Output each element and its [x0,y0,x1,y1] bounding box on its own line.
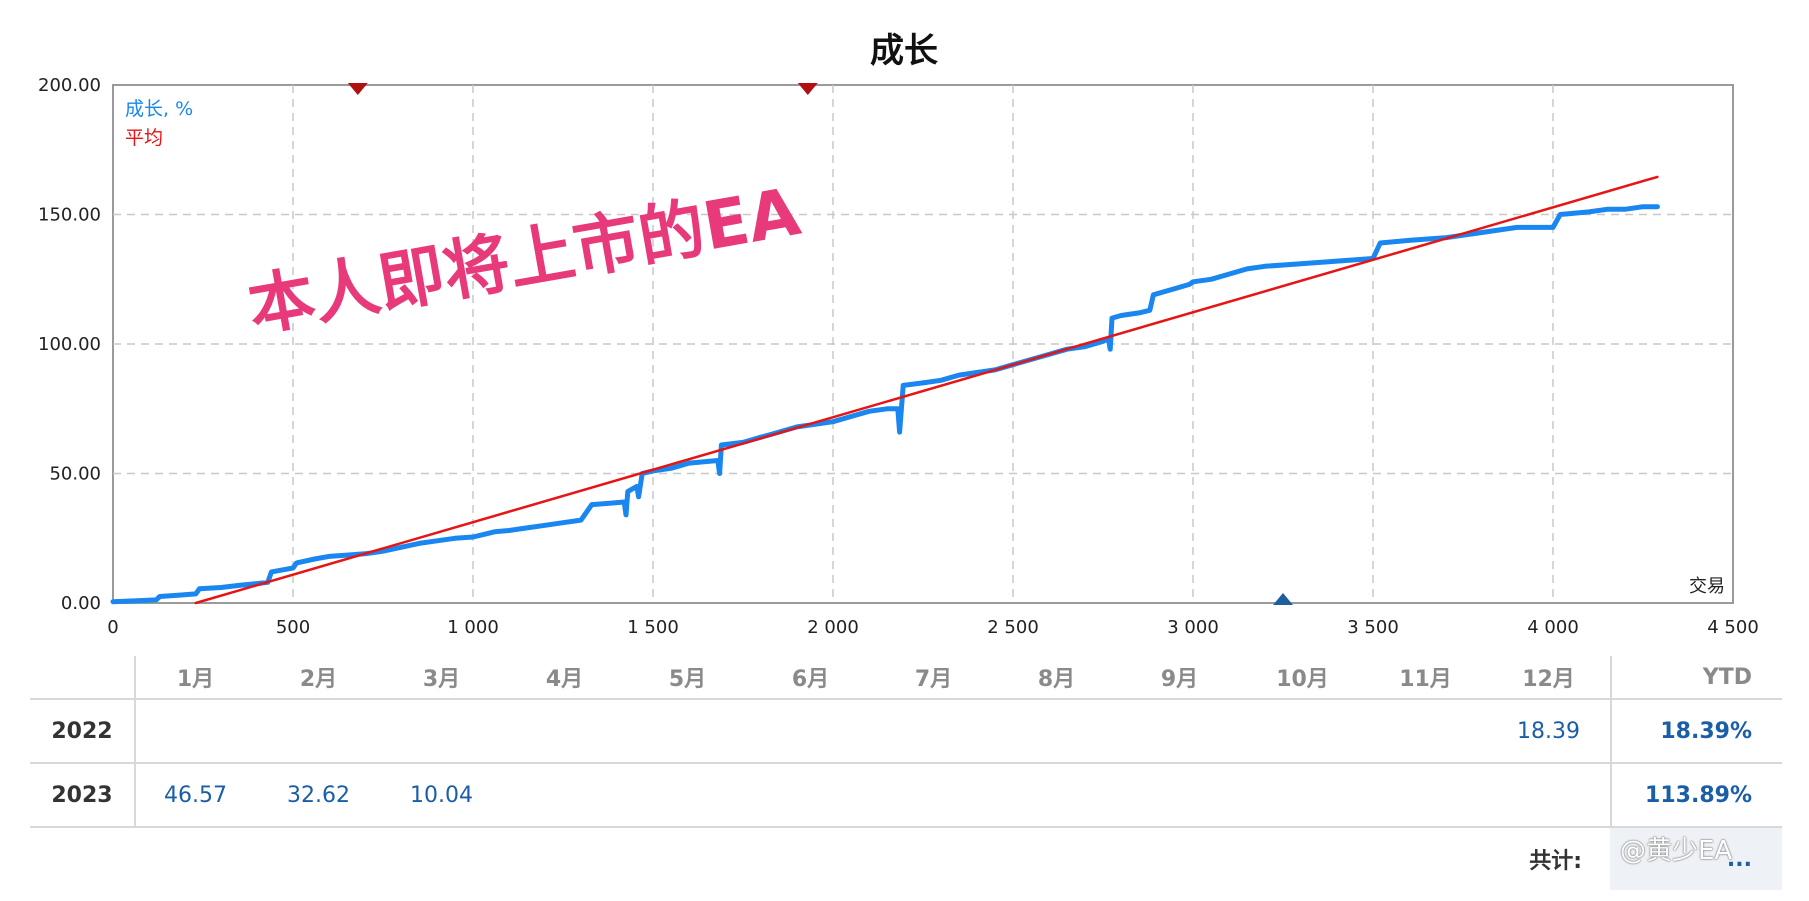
chart-title: 成长 [870,31,938,71]
x-axis-label: 交易 [1689,576,1725,597]
y-tick-label: 150.00 [38,205,101,226]
total-label: 共计: [1529,849,1582,874]
marker-triangle-down [347,83,368,95]
marker-triangle-down [797,83,818,95]
year-label: 2023 [51,782,113,808]
monthly-returns-table: 1月 2月 3月 4月 5月 6月 7月 8月 9月 10月 11月 12月 YTD 2022 18.39… [30,656,1782,890]
x-tick-label: 500 [276,617,310,638]
credit-watermark: @黄少EA [1620,836,1733,866]
x-tick-label: 4 500 [1707,617,1759,638]
x-tick-label: 2 500 [987,617,1039,638]
table-row: 2022 18.39 18.39% [30,700,1782,764]
month-value: 10.04 [410,782,473,808]
month-header: 9月 [1160,667,1199,692]
month-header: 4月 [545,667,584,692]
ytd-header: YTD [1702,664,1752,690]
month-header: 10月 [1276,667,1329,692]
table-header-row: 1月 2月 3月 4月 5月 6月 7月 8月 9月 10月 11月 12月 YTD [30,656,1782,700]
month-header: 6月 [791,667,830,692]
legend: 成长, % 平均 [125,98,193,149]
x-tick-label: 1 000 [447,617,499,638]
x-tick-label: 3 500 [1347,617,1399,638]
x-tick-label: 3 000 [1167,617,1219,638]
series-layer [110,175,1660,605]
x-tick-label: 0 [107,617,118,638]
y-tick-label: 100.00 [38,334,101,355]
month-header: 2月 [299,667,338,692]
marker-triangle-up [1273,593,1293,605]
y-tick-label: 0.00 [61,593,101,614]
month-value: 46.57 [164,782,227,808]
legend-entry: 平均 [125,127,163,149]
y-tick-label: 200.00 [38,75,101,96]
x-tick-label: 4 000 [1527,617,1579,638]
x-tick-label: 1 500 [627,617,679,638]
y-tick-label: 50.00 [49,464,101,485]
year-label: 2022 [51,718,113,744]
growth-chart: 成长 0.00 50.00 100.00 150.00 200.00 0 500 1 000… [38,31,1759,638]
month-header: 11月 [1399,667,1452,692]
total-value: ... [1610,828,1782,890]
month-header: 7月 [914,667,953,692]
month-value: 18.39 [1517,718,1580,744]
y-axis: 0.00 50.00 100.00 150.00 200.00 [38,75,101,614]
marker-layer [347,83,1293,605]
ytd-value: 18.39% [1660,718,1752,744]
month-header: 3月 [422,667,461,692]
month-header: 5月 [668,667,707,692]
month-header: 8月 [1037,667,1076,692]
table-row: 2023 46.57 32.62 10.04 113.89% [30,764,1782,828]
month-header: 1月 [176,667,215,692]
grid [113,85,1733,603]
month-header: 12月 [1522,667,1575,692]
x-axis: 0 500 1 000 1 500 2 000 2 500 3 000 3 500 4 000 4… [107,617,1758,638]
x-tick-label: 2 000 [807,617,859,638]
legend-entry: 成长, % [125,98,193,120]
average-trend-line [194,175,1659,605]
total-row: 共计: ... [30,828,1782,890]
ytd-value: 113.89% [1645,782,1752,808]
month-value: 32.62 [287,782,350,808]
